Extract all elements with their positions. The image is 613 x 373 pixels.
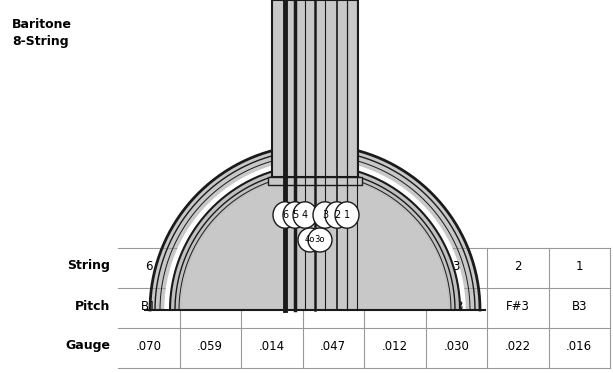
Text: String: String <box>67 260 110 273</box>
Text: Baritone
8-String: Baritone 8-String <box>12 18 72 48</box>
Text: 4o: 4o <box>264 256 279 269</box>
Text: 3o: 3o <box>314 235 326 244</box>
Ellipse shape <box>308 228 332 252</box>
Text: .016: .016 <box>566 339 592 352</box>
Text: D4: D4 <box>386 300 403 313</box>
Text: .070: .070 <box>135 339 162 352</box>
Text: 3o: 3o <box>387 256 402 269</box>
Ellipse shape <box>335 202 359 228</box>
Text: 2: 2 <box>514 260 522 273</box>
Text: .059: .059 <box>197 339 223 352</box>
Ellipse shape <box>293 202 317 228</box>
Text: 2: 2 <box>334 210 340 220</box>
Bar <box>268 177 362 185</box>
Text: (octave): (octave) <box>253 266 291 276</box>
Ellipse shape <box>298 228 322 252</box>
Polygon shape <box>165 160 465 310</box>
Text: 4: 4 <box>330 260 337 273</box>
Ellipse shape <box>313 202 337 228</box>
Text: E2*: E2* <box>200 300 221 313</box>
Text: 3: 3 <box>452 260 460 273</box>
Text: B1: B1 <box>141 300 156 313</box>
Text: A2: A2 <box>326 300 341 313</box>
Polygon shape <box>170 165 460 310</box>
Text: Gauge: Gauge <box>65 339 110 352</box>
Text: D3: D3 <box>448 300 465 313</box>
Text: .022: .022 <box>504 339 531 352</box>
Polygon shape <box>150 145 480 310</box>
Bar <box>272 0 358 177</box>
Text: 4o: 4o <box>305 235 315 244</box>
Text: 1: 1 <box>344 210 350 220</box>
Text: 5: 5 <box>292 210 298 220</box>
Text: 6: 6 <box>145 260 153 273</box>
Ellipse shape <box>283 202 307 228</box>
Text: 3: 3 <box>322 210 328 220</box>
Text: 4: 4 <box>302 210 308 220</box>
Polygon shape <box>182 177 448 310</box>
Text: 5: 5 <box>207 260 214 273</box>
Text: F#3: F#3 <box>506 300 530 313</box>
Text: 6: 6 <box>282 210 288 220</box>
Polygon shape <box>145 140 485 310</box>
Text: B3: B3 <box>571 300 587 313</box>
Ellipse shape <box>325 202 349 228</box>
Ellipse shape <box>273 202 297 228</box>
Text: Pitch: Pitch <box>75 300 110 313</box>
Text: .014: .014 <box>259 339 285 352</box>
Text: A3: A3 <box>264 300 280 313</box>
Text: .030: .030 <box>443 339 469 352</box>
Text: .047: .047 <box>320 339 346 352</box>
Text: 1: 1 <box>576 260 583 273</box>
Text: (octave): (octave) <box>376 266 414 276</box>
Text: .012: .012 <box>382 339 408 352</box>
